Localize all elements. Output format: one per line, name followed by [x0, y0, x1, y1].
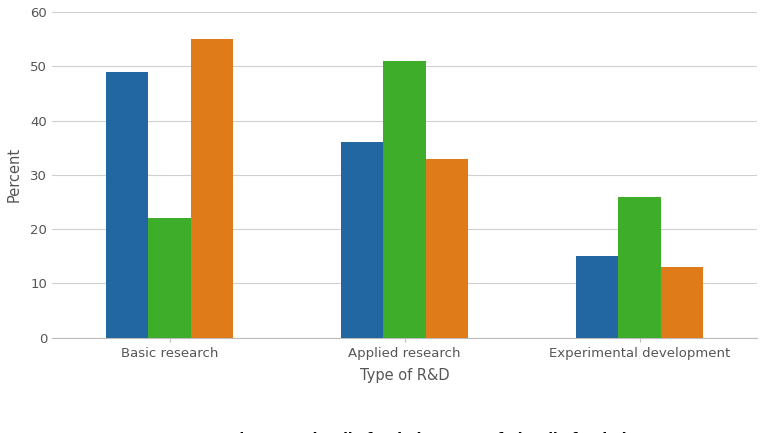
Bar [661, 267, 703, 338]
Bar [426, 158, 468, 338]
Bar [191, 39, 233, 338]
Legend: Total, Federally funded, Nonfederally funded: Total, Federally funded, Nonfederally fu… [177, 426, 632, 433]
Y-axis label: Percent: Percent [7, 147, 22, 202]
Bar [618, 197, 661, 338]
X-axis label: Type of R&D: Type of R&D [360, 368, 449, 383]
Bar [148, 218, 191, 338]
Bar [576, 256, 618, 338]
Bar [106, 72, 148, 338]
Bar [341, 142, 384, 338]
Bar [384, 61, 426, 338]
